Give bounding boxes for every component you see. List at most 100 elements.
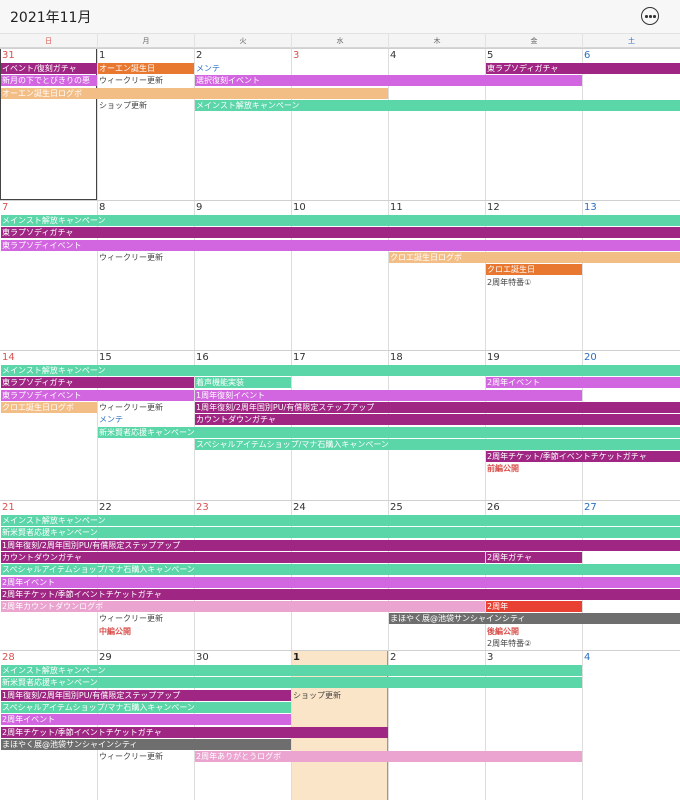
event-text[interactable]: ウィークリー更新: [99, 76, 163, 86]
day-cell[interactable]: [388, 48, 485, 200]
event-bar[interactable]: メインスト解放キャンペーン: [1, 365, 680, 376]
day-number: 27: [584, 502, 597, 513]
event-text[interactable]: ショップ更新: [99, 100, 147, 110]
day-cell[interactable]: [582, 650, 680, 800]
event-text[interactable]: 2周年特番②: [487, 639, 532, 648]
event-text[interactable]: ウィークリー更新: [99, 252, 163, 262]
event-bar[interactable]: 1周年復刻/2周年国別PU/有償限定ステップアップ: [195, 401, 680, 413]
event-bar[interactable]: 2周年カウントダウンログボ: [1, 601, 485, 613]
event-text[interactable]: ウィークリー更新: [99, 614, 163, 624]
event-text[interactable]: メンテ: [99, 415, 123, 425]
event-bar[interactable]: 着声機能実装: [195, 377, 291, 389]
column-divider: [582, 48, 583, 200]
event-bar[interactable]: 1周年復刻/2周年国別PU/有償限定ステップアップ: [1, 539, 680, 551]
month-title: 2021年11月: [10, 10, 92, 26]
event-bar[interactable]: 1周年復刻イベント: [195, 389, 582, 401]
week-divider: [0, 48, 680, 49]
event-bar[interactable]: 新米賢者応援キャンペーン: [1, 527, 680, 539]
event-text[interactable]: 後編公開: [487, 626, 519, 636]
event-text[interactable]: 2周年特番①: [487, 277, 532, 287]
event-bar[interactable]: 東ラプソディイベント: [1, 389, 194, 401]
day-number: 3: [293, 50, 300, 61]
event-bar[interactable]: 東ラプソディガチャ: [1, 227, 680, 239]
day-number: 15: [99, 352, 112, 363]
column-divider: [388, 200, 389, 350]
event-text[interactable]: メンテ: [196, 64, 220, 73]
column-divider: [97, 350, 98, 500]
week-divider: [0, 650, 680, 651]
column-divider: [291, 48, 292, 200]
event-bar[interactable]: 2周年イベント: [1, 714, 291, 726]
day-number: 7: [2, 202, 9, 213]
event-bar[interactable]: 東ラプソディイベント: [1, 239, 680, 251]
event-bar[interactable]: メインスト解放キャンペーン: [1, 515, 680, 526]
day-number: 9: [196, 202, 203, 213]
event-bar[interactable]: オーエン誕生日: [98, 63, 194, 74]
event-bar[interactable]: まほやく展@池袋サンシャインシティ: [389, 613, 680, 625]
column-divider: [582, 650, 583, 800]
event-text[interactable]: 中編公開: [99, 626, 131, 636]
event-bar[interactable]: クロエ誕生日: [486, 264, 582, 276]
column-divider: [485, 200, 486, 350]
event-bar[interactable]: 新米賢者応援キャンペーン: [98, 426, 680, 438]
day-number: 29: [99, 652, 112, 663]
event-bar[interactable]: メインスト解放キャンペーン: [1, 215, 680, 226]
event-bar[interactable]: 新米賢者応援キャンペーン: [1, 677, 582, 689]
event-bar[interactable]: 2周年チケット/季節イベントチケットガチャ: [486, 451, 680, 463]
day-number: 2: [196, 50, 203, 61]
event-bar[interactable]: 選択復刻イベント: [195, 75, 582, 87]
column-divider: [485, 650, 486, 800]
weekday-label: 金: [485, 34, 582, 49]
event-text[interactable]: 前編公開: [487, 464, 519, 474]
day-number: 10: [293, 202, 306, 213]
event-bar[interactable]: カウントダウンガチャ: [195, 414, 680, 426]
event-bar[interactable]: クロエ誕生日ログボ: [1, 401, 97, 413]
event-bar[interactable]: 新月の下でとびきりの悪: [1, 75, 97, 87]
more-options-icon[interactable]: [641, 7, 659, 25]
column-divider: [291, 200, 292, 350]
event-bar[interactable]: カウントダウンガチャ: [1, 551, 485, 563]
event-bar[interactable]: まほやく展@池袋サンシャインシティ: [1, 738, 291, 750]
weekday-label: 土: [582, 34, 680, 49]
event-bar[interactable]: 2周年ありがとうログボ: [195, 751, 582, 763]
column-divider: [97, 48, 98, 200]
day-number: 31: [2, 50, 15, 61]
column-divider: [388, 650, 389, 800]
event-bar[interactable]: 2周年ガチャ: [486, 551, 582, 563]
day-number: 3: [487, 652, 494, 663]
column-divider: [194, 200, 195, 350]
event-bar[interactable]: 2周年イベント: [486, 377, 680, 389]
event-bar[interactable]: スペシャルアイテムショップ/マナ石購入キャンペーン: [1, 701, 291, 713]
event-bar[interactable]: 2周年チケット/季節イベントチケットガチャ: [1, 588, 680, 600]
column-divider: [97, 200, 98, 350]
day-number: 16: [196, 352, 209, 363]
day-number: 22: [99, 502, 112, 513]
event-bar[interactable]: 2周年イベント: [1, 576, 680, 588]
event-text[interactable]: ウィークリー更新: [99, 752, 163, 762]
event-bar[interactable]: クロエ誕生日ログボ: [389, 251, 680, 263]
event-bar[interactable]: 東ラプソディガチャ: [486, 63, 680, 74]
event-bar[interactable]: イベント/復刻ガチャ: [1, 63, 97, 74]
column-divider: [388, 48, 389, 200]
day-cell[interactable]: [291, 48, 388, 200]
event-bar[interactable]: スペシャルアイテムショップ/マナ石購入キャンペーン: [195, 438, 680, 450]
week-divider: [0, 500, 680, 501]
event-bar[interactable]: メインスト解放キャンペーン: [1, 665, 582, 676]
day-number: 23: [196, 502, 209, 513]
weekday-label: 水: [291, 34, 388, 49]
day-number: 12: [487, 202, 500, 213]
event-bar[interactable]: メインスト解放キャンペーン: [195, 99, 680, 111]
event-bar[interactable]: 2周年: [486, 601, 582, 613]
day-number: 21: [2, 502, 15, 513]
day-number: 17: [293, 352, 306, 363]
event-bar[interactable]: 2周年チケット/季節イベントチケットガチャ: [1, 726, 388, 738]
event-text[interactable]: ウィークリー更新: [99, 402, 163, 412]
weekday-label: 日: [45, 37, 52, 45]
week-divider: [0, 350, 680, 351]
event-text[interactable]: ショップ更新: [293, 690, 341, 700]
day-number: 6: [584, 50, 591, 61]
event-bar[interactable]: オーエン誕生日ログボ: [1, 87, 388, 99]
event-bar[interactable]: 1周年復刻/2周年国別PU/有償限定ステップアップ: [1, 689, 291, 701]
event-bar[interactable]: 東ラプソディガチャ: [1, 377, 194, 389]
event-bar[interactable]: スペシャルアイテムショップ/マナ石購入キャンペーン: [1, 564, 680, 576]
